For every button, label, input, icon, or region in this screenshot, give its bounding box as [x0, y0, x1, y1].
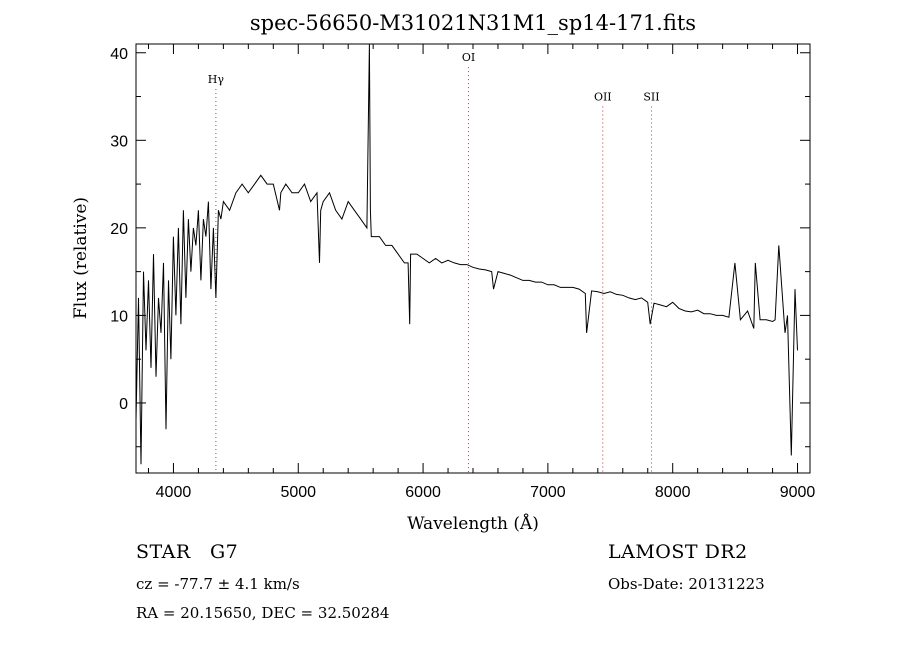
line-label-1: OI	[462, 51, 475, 64]
y-axis-label: Flux (relative)	[71, 197, 91, 319]
y-tick-label-1: 10	[110, 308, 128, 325]
object-subclass: G7	[210, 541, 239, 563]
object-class: STAR	[136, 541, 191, 563]
line-label-3: SII	[643, 91, 659, 104]
y-tick-label-3: 30	[110, 133, 128, 150]
survey-name: LAMOST DR2	[608, 541, 748, 563]
y-tick-label-0: 0	[119, 396, 128, 413]
spectrum-line	[135, 43, 798, 465]
x-axis-label: Wavelength (Å)	[407, 513, 539, 534]
x-tick-label-1: 5000	[280, 484, 316, 501]
line-label-2: OII	[594, 91, 612, 104]
observation-date: Obs-Date: 20131223	[608, 575, 765, 593]
x-tick-label-0: 4000	[156, 484, 192, 501]
chart-title: spec-56650-M31021N31M1_sp14-171.fits	[250, 11, 696, 35]
line-label-0: Hγ	[208, 73, 225, 86]
emission-line-markers: Hγ OI OII SII	[208, 51, 660, 473]
x-tick-label-2: 6000	[405, 484, 441, 501]
axis-ticks: 4000 5000 6000 7000 8000 9000 0 10 20 30 40	[110, 44, 815, 501]
x-tick-label-4: 8000	[655, 484, 691, 501]
redshift-velocity: cz = -77.7 ± 4.1 km/s	[136, 575, 300, 593]
y-tick-label-2: 20	[110, 221, 128, 238]
plot-frame	[135, 43, 811, 474]
x-tick-label-3: 7000	[530, 484, 566, 501]
y-tick-label-4: 40	[110, 46, 128, 63]
x-tick-label-5: 9000	[780, 484, 816, 501]
coordinates: RA = 20.15650, DEC = 32.50284	[136, 604, 390, 622]
